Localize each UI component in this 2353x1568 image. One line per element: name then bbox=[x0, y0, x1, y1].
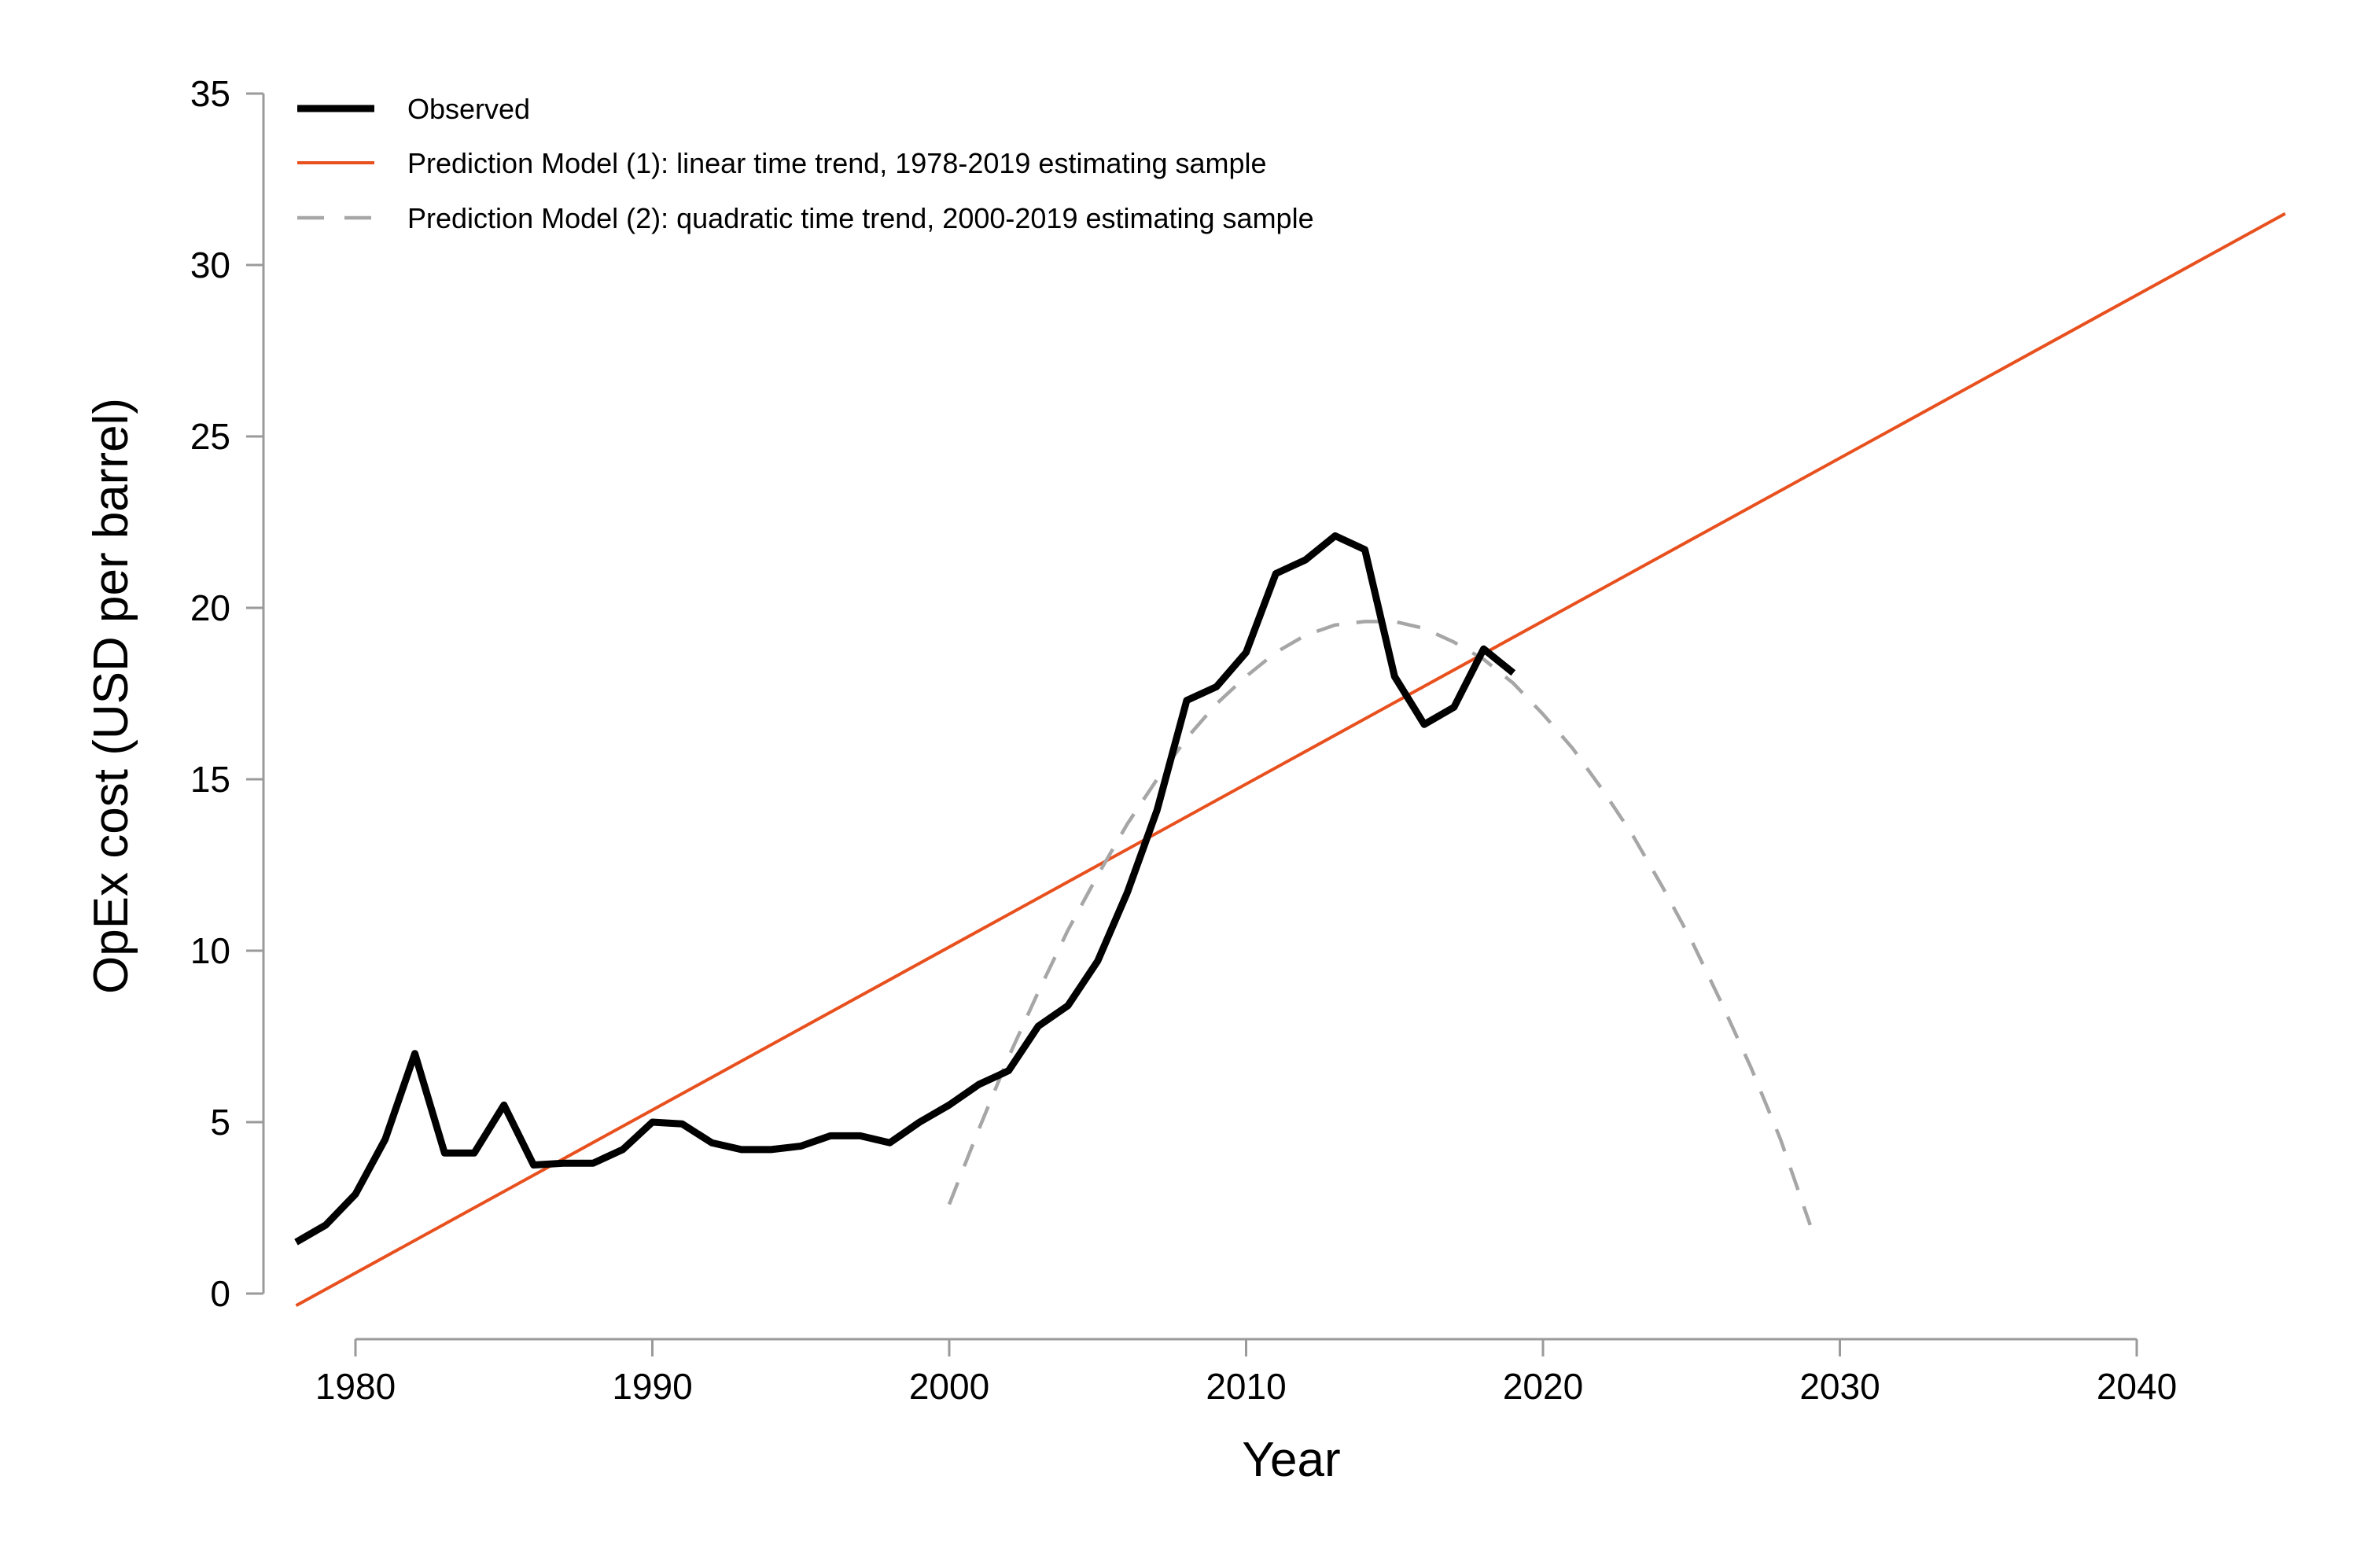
x-tick-label: 2000 bbox=[909, 1366, 989, 1407]
legend-label-2: Prediction Model (1): linear time trend,… bbox=[407, 147, 1267, 179]
x-tick-label: 1990 bbox=[612, 1366, 692, 1407]
legend: Observed Prediction Model (1): linear tim… bbox=[297, 93, 1314, 234]
x-axis-label: Year bbox=[1242, 1433, 1340, 1487]
y-tick-label: 35 bbox=[190, 73, 230, 114]
x-tick-label: 2020 bbox=[1503, 1366, 1583, 1407]
series-line-1 bbox=[294, 532, 1516, 1246]
legend-label-1: Observed bbox=[407, 93, 530, 125]
y-tick-label: 15 bbox=[190, 759, 230, 800]
x-tick-label: 2040 bbox=[2097, 1366, 2177, 1407]
series-line-2 bbox=[295, 212, 2286, 1308]
x-tick-label: 2010 bbox=[1206, 1366, 1286, 1407]
y-axis: 0 5 10 15 20 25 30 35 bbox=[190, 73, 265, 1314]
y-tick-label: 20 bbox=[190, 587, 230, 628]
y-axis-label: OpEx cost (USD per barrel) bbox=[84, 398, 138, 994]
x-axis: 1980 1990 2000 2010 2020 2030 2040 bbox=[315, 1338, 2177, 1407]
plot-lines bbox=[294, 212, 2286, 1308]
legend-label-3: Prediction Model (2): quadratic time tre… bbox=[407, 202, 1314, 234]
y-tick-label: 0 bbox=[210, 1273, 230, 1314]
x-tick-label: 2030 bbox=[1799, 1366, 1880, 1407]
y-tick-label: 25 bbox=[190, 416, 230, 457]
y-tick-label: 10 bbox=[190, 930, 230, 971]
x-tick-label: 1980 bbox=[315, 1366, 396, 1407]
y-tick-label: 30 bbox=[190, 245, 230, 285]
y-tick-label: 5 bbox=[210, 1102, 230, 1143]
